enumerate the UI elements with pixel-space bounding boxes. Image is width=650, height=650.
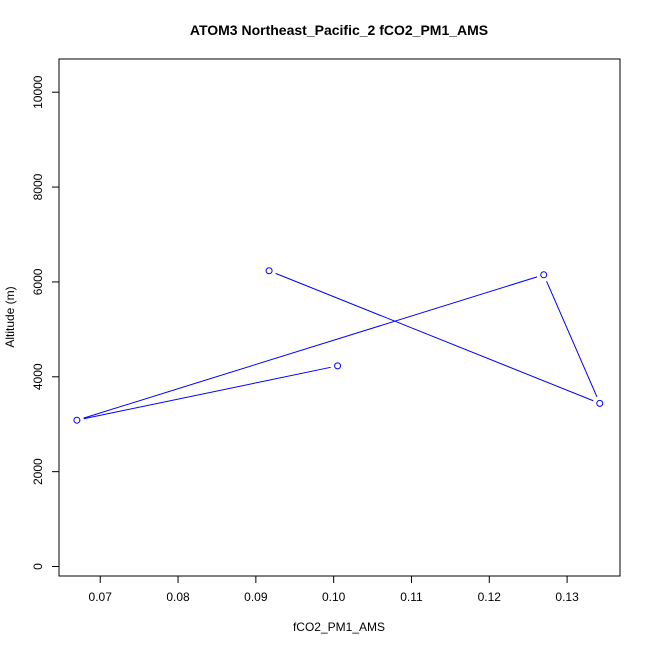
y-tick-label: 10000	[31, 75, 45, 109]
chart-title: ATOM3 Northeast_Pacific_2 fCO2_PM1_AMS	[190, 22, 488, 38]
plot-frame	[58, 58, 621, 577]
x-tick-label: 0.08	[166, 590, 190, 604]
x-axis: 0.07 0.08 0.09 0.10 0.11 0.12 0.13	[89, 575, 579, 604]
y-axis: 0 2000 4000 6000 8000 10000	[31, 75, 60, 570]
series-lines	[83, 272, 598, 420]
x-tick-label: 0.13	[555, 590, 579, 604]
x-axis-label: fCO2_PM1_AMS	[293, 620, 385, 634]
x-tick-label: 0.11	[400, 590, 423, 604]
data-point	[73, 416, 81, 424]
series-segment	[83, 366, 331, 420]
y-tick-label: 4000	[31, 363, 45, 390]
series-points	[73, 267, 604, 424]
x-tick-label: 0.07	[89, 590, 113, 604]
y-tick-label: 6000	[31, 268, 45, 295]
data-point	[596, 399, 604, 407]
series-segment	[546, 281, 598, 398]
series-segment	[275, 272, 594, 402]
series-segment	[83, 276, 538, 419]
data-point	[334, 362, 342, 370]
y-tick-label: 8000	[31, 173, 45, 200]
data-point	[265, 267, 273, 275]
x-tick-label: 0.12	[478, 590, 502, 604]
x-tick-label: 0.10	[322, 590, 346, 604]
x-tick-label: 0.09	[244, 590, 268, 604]
data-point	[540, 271, 548, 279]
y-tick-label: 2000	[31, 458, 45, 485]
y-tick-label: 0	[31, 563, 45, 570]
y-axis-label: Altitude (m)	[3, 286, 17, 347]
